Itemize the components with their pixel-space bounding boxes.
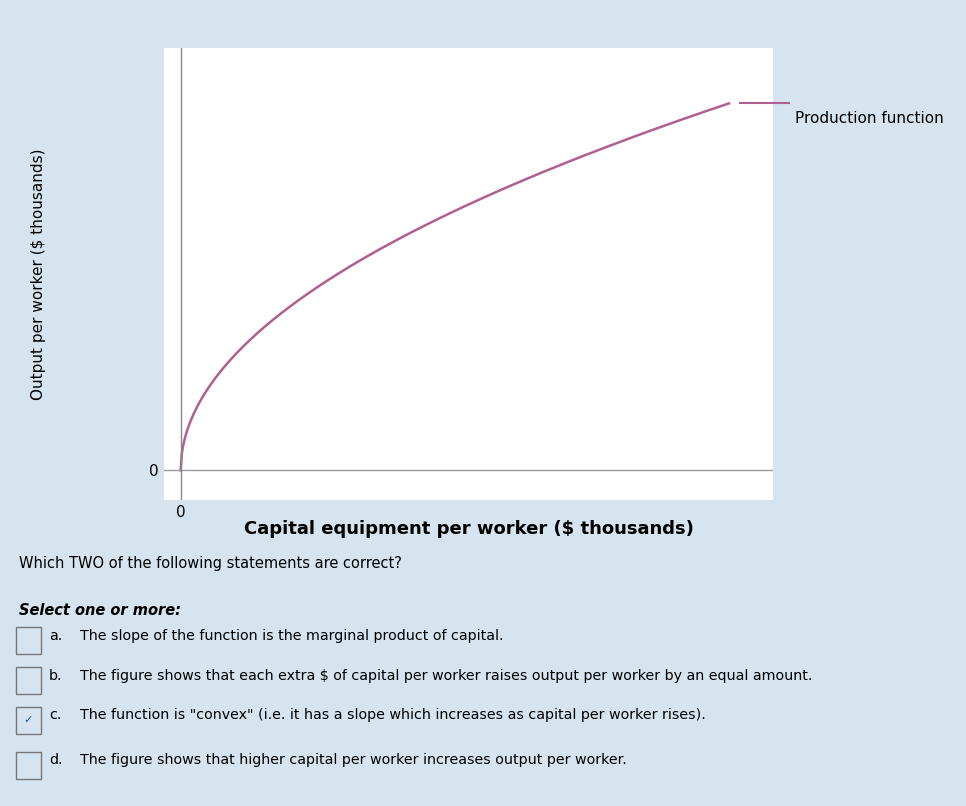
Text: The function is "convex" (i.e. it has a slope which increases as capital per wor: The function is "convex" (i.e. it has a …: [80, 708, 706, 722]
Text: d.: d.: [49, 754, 63, 767]
Text: a.: a.: [49, 629, 62, 642]
Text: b.: b.: [49, 668, 63, 683]
Text: The slope of the function is the marginal product of capital.: The slope of the function is the margina…: [80, 629, 503, 642]
Text: The figure shows that higher capital per worker increases output per worker.: The figure shows that higher capital per…: [80, 754, 627, 767]
Text: Production function: Production function: [795, 110, 944, 126]
Text: c.: c.: [49, 708, 62, 722]
Text: ✓: ✓: [24, 716, 33, 725]
Text: Select one or more:: Select one or more:: [19, 603, 181, 618]
Text: Capital equipment per worker ($ thousands): Capital equipment per worker ($ thousand…: [243, 520, 694, 538]
Text: Which TWO of the following statements are correct?: Which TWO of the following statements ar…: [19, 555, 402, 571]
Text: Output per worker ($ thousands): Output per worker ($ thousands): [31, 148, 46, 400]
Text: The figure shows that each extra $ of capital per worker raises output per worke: The figure shows that each extra $ of ca…: [80, 668, 812, 683]
